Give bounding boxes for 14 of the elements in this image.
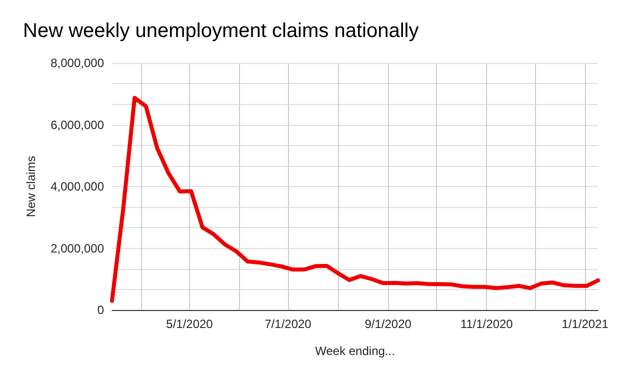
x-tick-label: 9/1/2020 [364,317,412,331]
x-tick-label: 7/1/2020 [264,317,312,331]
y-tick-label: 8,000,000 [50,56,104,70]
y-tick-label: 6,000,000 [50,118,104,132]
chart-title: New weekly unemployment claims nationally [23,20,419,42]
y-tick-label: 4,000,000 [50,180,104,194]
line-series [110,96,600,303]
x-tick-label: 1/1/2021 [562,317,609,331]
x-tick-label: 5/1/2020 [166,317,214,331]
x-axis-title: Week ending... [315,344,395,358]
y-axis-title: New claims [24,156,38,218]
y-tick-label: 0 [97,303,104,317]
y-tick-label: 2,000,000 [50,241,104,256]
x-tick-label: 11/1/2020 [460,317,514,331]
